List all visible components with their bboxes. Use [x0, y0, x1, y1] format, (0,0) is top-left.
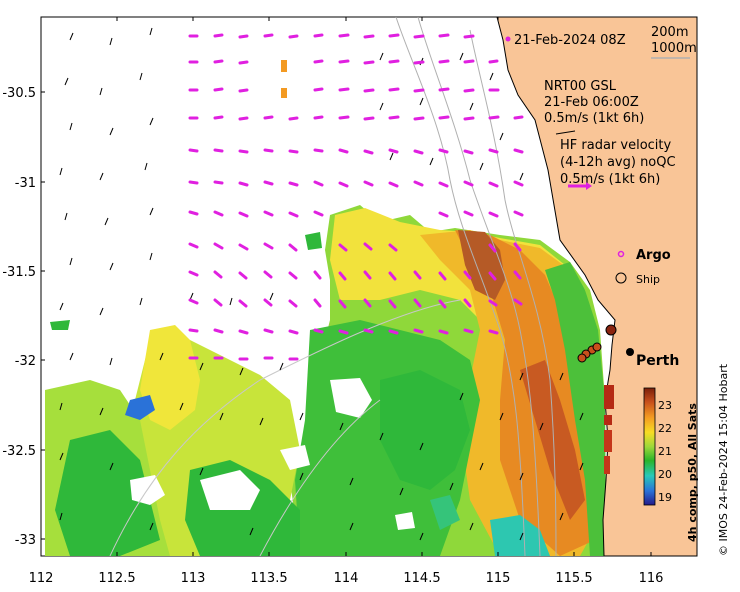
model-legend-line1: NRT00 GSL	[544, 79, 617, 94]
colorbar-tick: 22	[658, 422, 672, 435]
radar-velocity-arrows	[188, 33, 524, 361]
model-legend-line2: 21-Feb 06:00Z	[544, 95, 639, 110]
x-tick-label: 112	[29, 571, 54, 586]
y-axis: -30.5 -31 -31.5 -32 -32.5 -33	[2, 86, 45, 548]
data-spot	[281, 60, 287, 72]
perth-label: Perth	[636, 353, 679, 369]
x-tick-label: 115.5	[555, 571, 592, 586]
sst-layer	[45, 205, 606, 556]
ship-label: Ship	[636, 273, 660, 286]
ship-marker-icon	[615, 272, 627, 284]
radar-legend-line3: 0.5m/s (1kt 6h)	[560, 172, 660, 187]
x-tick-label: 113.5	[250, 571, 287, 586]
date-label: 21-Feb-2024 08Z	[514, 33, 626, 48]
date-dot-icon	[505, 36, 511, 42]
depth-legend-200m: 200m	[651, 25, 688, 40]
colorbar-title: 4h comp, p50, All Sats	[686, 403, 699, 542]
y-tick-label: -33	[15, 533, 36, 548]
depth-legend-1000m: 1000m	[651, 41, 697, 56]
y-tick-label: -31.5	[2, 265, 36, 280]
model-legend-line3: 0.5m/s (1kt 6h)	[544, 111, 644, 126]
x-tick-label: 114.5	[403, 571, 440, 586]
argo-marker-icon	[617, 250, 625, 258]
colorbar-tick: 19	[658, 491, 672, 504]
data-spot	[281, 88, 287, 98]
radar-legend-line2: (4-12h avg) noQC	[560, 155, 676, 170]
y-tick-label: -32	[15, 354, 36, 369]
perth-dot-icon	[626, 348, 634, 356]
x-axis: 112 112.5 113 113.5 114 114.5 115 115.5 …	[29, 17, 664, 586]
model-current-arrows	[59, 27, 584, 541]
x-tick-label: 115	[486, 571, 511, 586]
argo-label: Argo	[636, 248, 671, 263]
bathymetry-contours	[109, 17, 557, 556]
colorbar-tick: 23	[658, 399, 672, 412]
radar-legend-line1: HF radar velocity	[560, 138, 672, 153]
colorbar-tick: 20	[658, 468, 672, 481]
x-tick-label: 113	[181, 571, 206, 586]
colorbar-gradient	[643, 387, 656, 506]
y-tick-label: -30.5	[2, 86, 36, 101]
x-tick-label: 114	[334, 571, 359, 586]
radar-legend-arrowhead	[586, 182, 592, 190]
credit-label: © IMOS 24-Feb-2024 15:04 Hobart	[717, 363, 730, 556]
coastal-sst-cells	[577, 324, 617, 474]
colorbar: 23 22 21 20 19 4h comp, p50, All Sats	[643, 387, 699, 542]
x-tick-label: 116	[639, 571, 664, 586]
colorbar-tick: 21	[658, 445, 672, 458]
model-legend-arrow	[555, 130, 576, 135]
y-tick-label: -32.5	[2, 444, 36, 459]
y-tick-label: -31	[15, 176, 36, 191]
x-tick-label: 112.5	[98, 571, 135, 586]
